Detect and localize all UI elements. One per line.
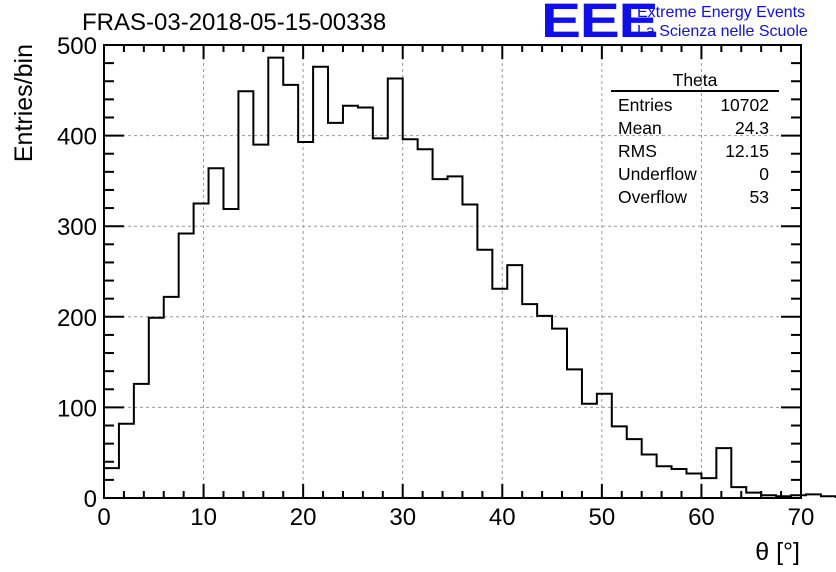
histogram-bin [223,209,238,498]
histogram-bin [373,138,388,498]
stats-value: 53 [749,187,769,207]
y-tick-label: 400 [57,124,97,151]
histogram-bin [686,474,701,498]
tick-labels: 0 10 20 30 40 50 60 70 0 100 200 300 400 500 [57,33,814,531]
histogram-bin [642,455,657,498]
axis-ticks [103,44,802,499]
histogram-bin [627,439,642,498]
histogram-bin [268,58,283,498]
histogram-bin [418,149,433,498]
stats-row-overflow: Overflow 53 [611,186,779,209]
histogram-bin [403,139,418,498]
histogram-bin [701,478,716,498]
histogram-bin [657,466,672,498]
stats-row-rms: RMS 12.15 [611,140,779,163]
stats-label: Entries [618,95,673,115]
stats-label: RMS [618,141,657,161]
histogram-bin [537,316,552,498]
stats-label: Overflow [618,187,688,207]
histogram-series [103,56,836,498]
histogram-bin [328,123,343,498]
histogram-bin [433,179,448,498]
plot-frame [103,44,802,499]
x-tick-label: 30 [389,504,416,531]
stats-value: 10702 [720,95,769,115]
histogram-bin [388,79,403,498]
histogram-bin [179,233,194,498]
x-tick-label: 60 [688,504,715,531]
histogram-bin [209,168,224,498]
eee-logo: EEE [541,0,659,48]
x-axis-label: θ [°] [755,538,800,566]
grid-lines [104,45,801,498]
x-tick-label: 10 [190,504,217,531]
histogram-bin [313,67,328,498]
stats-label: Mean [618,118,662,138]
histogram-bin [731,487,746,498]
histogram-bin [522,304,537,498]
y-tick-label: 200 [57,305,97,332]
x-tick-label: 0 [97,504,110,531]
histogram-bin [164,297,179,498]
x-tick-label: 50 [589,504,616,531]
histogram-bin [253,145,268,498]
histogram-bin [582,404,597,498]
x-tick-label: 20 [290,504,317,531]
logo-caption-line1: Extreme Energy Events [637,4,806,21]
logo-caption: Extreme Energy Events La Scienza nelle S… [637,3,808,41]
histogram-bin [358,108,373,498]
histogram-bin [567,369,582,498]
x-tick-label: 70 [788,504,815,531]
stats-title: Theta [672,70,718,90]
stats-value: 24.3 [734,118,769,138]
histogram-bin [194,204,209,498]
histogram-bin [552,329,567,498]
histogram-bin [597,394,612,498]
stats-divider [611,90,779,92]
histogram-bin [507,265,522,498]
histogram-bin [238,91,253,498]
histogram-bin [716,448,731,498]
stats-value: 12.15 [725,141,769,161]
histogram-bin [448,176,463,498]
y-axis-label: Entries/bin [10,44,38,162]
histogram-bin [477,250,492,498]
x-tick-label: 40 [489,504,516,531]
histogram-bin [672,469,687,498]
histogram-bin [149,318,164,498]
histogram-bin [104,468,119,498]
logo-caption-line2: La Scienza nelle Scuole [637,23,808,40]
stats-row-entries: Entries 10702 [611,94,779,117]
y-tick-label: 100 [57,395,97,422]
y-tick-label: 0 [84,486,97,513]
y-tick-label: 300 [57,214,97,241]
histogram-bin [492,289,507,498]
histogram-bin [462,204,477,498]
y-tick-label: 500 [57,33,97,60]
histogram-bin [298,142,313,498]
histogram-bin [343,106,358,498]
stats-label: Underflow [618,164,697,184]
histogram-bin [612,426,627,498]
stats-row-underflow: Underflow 0 [611,163,779,186]
histogram-bin [119,424,134,498]
histogram-bin [283,85,298,498]
stats-box: Theta Entries 10702 Mean 24.3 RMS 12.15 … [611,70,779,210]
stats-row-mean: Mean 24.3 [611,117,779,140]
run-title: FRAS-03-2018-05-15-00338 [82,9,387,36]
histogram-bin [134,384,149,498]
stats-value: 0 [759,164,769,184]
